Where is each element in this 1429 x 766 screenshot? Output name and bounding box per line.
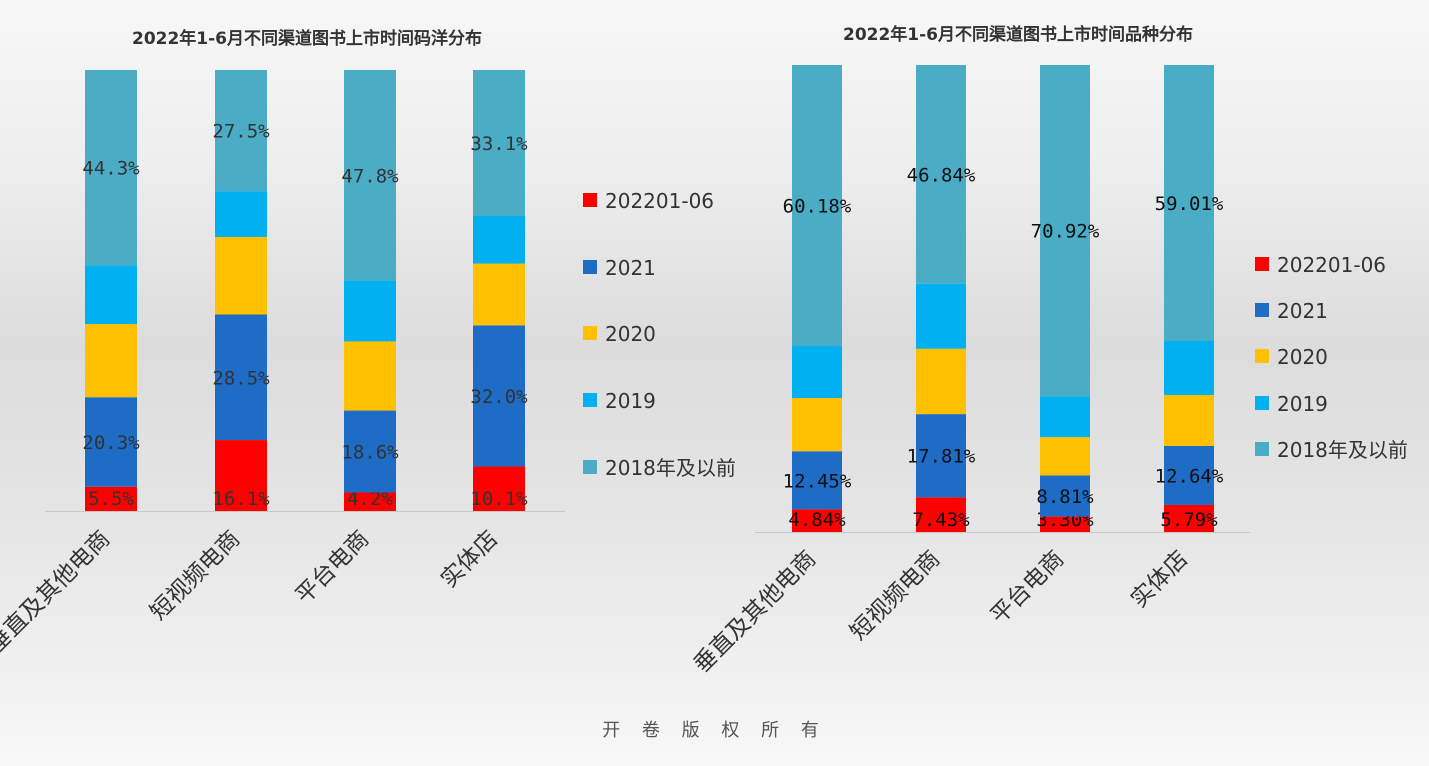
bar-segment	[473, 466, 525, 511]
category-label: 平台电商	[986, 546, 1069, 629]
bar-segment	[215, 314, 267, 441]
bar-segment	[916, 497, 966, 532]
bar-segment	[473, 215, 525, 264]
bar-segment	[916, 348, 966, 415]
data-label: 47.8%	[341, 165, 399, 187]
legend-entry: 2021	[1277, 299, 1328, 323]
bar-segment	[1040, 516, 1090, 532]
bar-segment	[473, 70, 525, 216]
data-label: 18.6%	[341, 442, 399, 464]
bar-segment	[1164, 445, 1214, 505]
legend-swatch	[1255, 257, 1269, 271]
legend-swatch	[583, 460, 597, 474]
bar-segment	[1164, 395, 1214, 446]
data-label: 5.5%	[88, 488, 134, 510]
data-label: 5.79%	[1160, 509, 1218, 531]
bar-segment	[792, 346, 842, 399]
category-label: 平台电商	[291, 526, 374, 609]
bar-segment	[473, 263, 525, 326]
legend-entry: 2020	[605, 322, 656, 346]
legend-swatch	[583, 193, 597, 207]
legend-swatch	[1255, 349, 1269, 363]
bar-segment	[1040, 396, 1090, 438]
bar-segment	[1164, 340, 1214, 396]
chart-title: 2022年1-6月不同渠道图书上市时间品种分布	[843, 24, 1193, 45]
bar-segment	[473, 325, 525, 467]
legend-entry: 202201-06	[605, 189, 714, 213]
chart-title: 2022年1-6月不同渠道图书上市时间码洋分布	[132, 28, 482, 49]
data-label: 70.92%	[1031, 221, 1100, 243]
bar-segment	[85, 324, 137, 398]
bar-segment	[215, 191, 267, 237]
legend-swatch	[583, 393, 597, 407]
bar-segment	[85, 486, 137, 511]
bar-segment	[1164, 65, 1214, 341]
bar-segment	[85, 265, 137, 325]
bar-segment	[916, 65, 966, 284]
legend-entry: 2018年及以前	[605, 456, 736, 480]
legend-entry: 2018年及以前	[1277, 438, 1408, 462]
bar-segment	[344, 410, 396, 493]
bar-segment	[215, 236, 267, 315]
bar-segment	[1164, 504, 1214, 532]
data-label: 4.2%	[347, 488, 393, 510]
bar-segment	[1040, 437, 1090, 476]
bar-segment	[792, 398, 842, 452]
bar-segment	[85, 397, 137, 487]
bar-segment	[344, 280, 396, 342]
bar-segment	[344, 70, 396, 281]
bar-segment	[792, 451, 842, 510]
data-label: 7.43%	[912, 509, 970, 531]
data-label: 59.01%	[1155, 193, 1224, 215]
legend-swatch	[1255, 396, 1269, 410]
category-label: 短视频电商	[846, 546, 946, 646]
data-label: 60.18%	[783, 196, 852, 218]
legend-entry: 2019	[605, 389, 656, 413]
category-label: 垂直及其他电商	[689, 546, 821, 678]
data-label: 33.1%	[470, 133, 528, 155]
bar-segment	[344, 492, 396, 511]
bar-segment	[1040, 475, 1090, 517]
data-label: 17.81%	[907, 446, 976, 468]
category-label: 实体店	[1126, 546, 1193, 613]
data-label: 46.84%	[907, 164, 976, 186]
category-label: 短视频电商	[146, 526, 246, 626]
bar-segment	[85, 70, 137, 266]
bar-segment	[344, 341, 396, 411]
bar-segment	[792, 65, 842, 347]
bar-segment	[215, 440, 267, 511]
data-label: 32.0%	[470, 386, 528, 408]
data-label: 12.64%	[1155, 465, 1224, 487]
legend-swatch	[1255, 303, 1269, 317]
legend-entry: 2021	[605, 256, 656, 280]
legend-swatch	[1255, 442, 1269, 456]
copyright-footer: 开 卷 版 权 所 有	[602, 720, 827, 741]
category-label: 垂直及其他电商	[0, 526, 115, 658]
bar-segment	[792, 509, 842, 532]
legend-entry: 2019	[1277, 392, 1328, 416]
legend-swatch	[583, 260, 597, 274]
data-label: 10.1%	[470, 488, 528, 510]
legend-entry: 202201-06	[1277, 253, 1386, 277]
data-label: 8.81%	[1036, 486, 1094, 508]
data-label: 28.5%	[212, 367, 270, 389]
legend-swatch	[583, 326, 597, 340]
data-label: 16.1%	[212, 488, 270, 510]
bar-segment	[916, 414, 966, 498]
bar-segment	[215, 70, 267, 192]
bar-segment	[1040, 65, 1090, 397]
legend-entry: 2020	[1277, 345, 1328, 369]
bar-segment	[916, 283, 966, 349]
category-label: 实体店	[436, 526, 503, 593]
data-label: 27.5%	[212, 121, 270, 143]
data-label: 12.45%	[783, 470, 852, 492]
data-label: 44.3%	[82, 158, 140, 180]
data-label: 20.3%	[82, 432, 140, 454]
data-label: 4.84%	[788, 509, 846, 531]
